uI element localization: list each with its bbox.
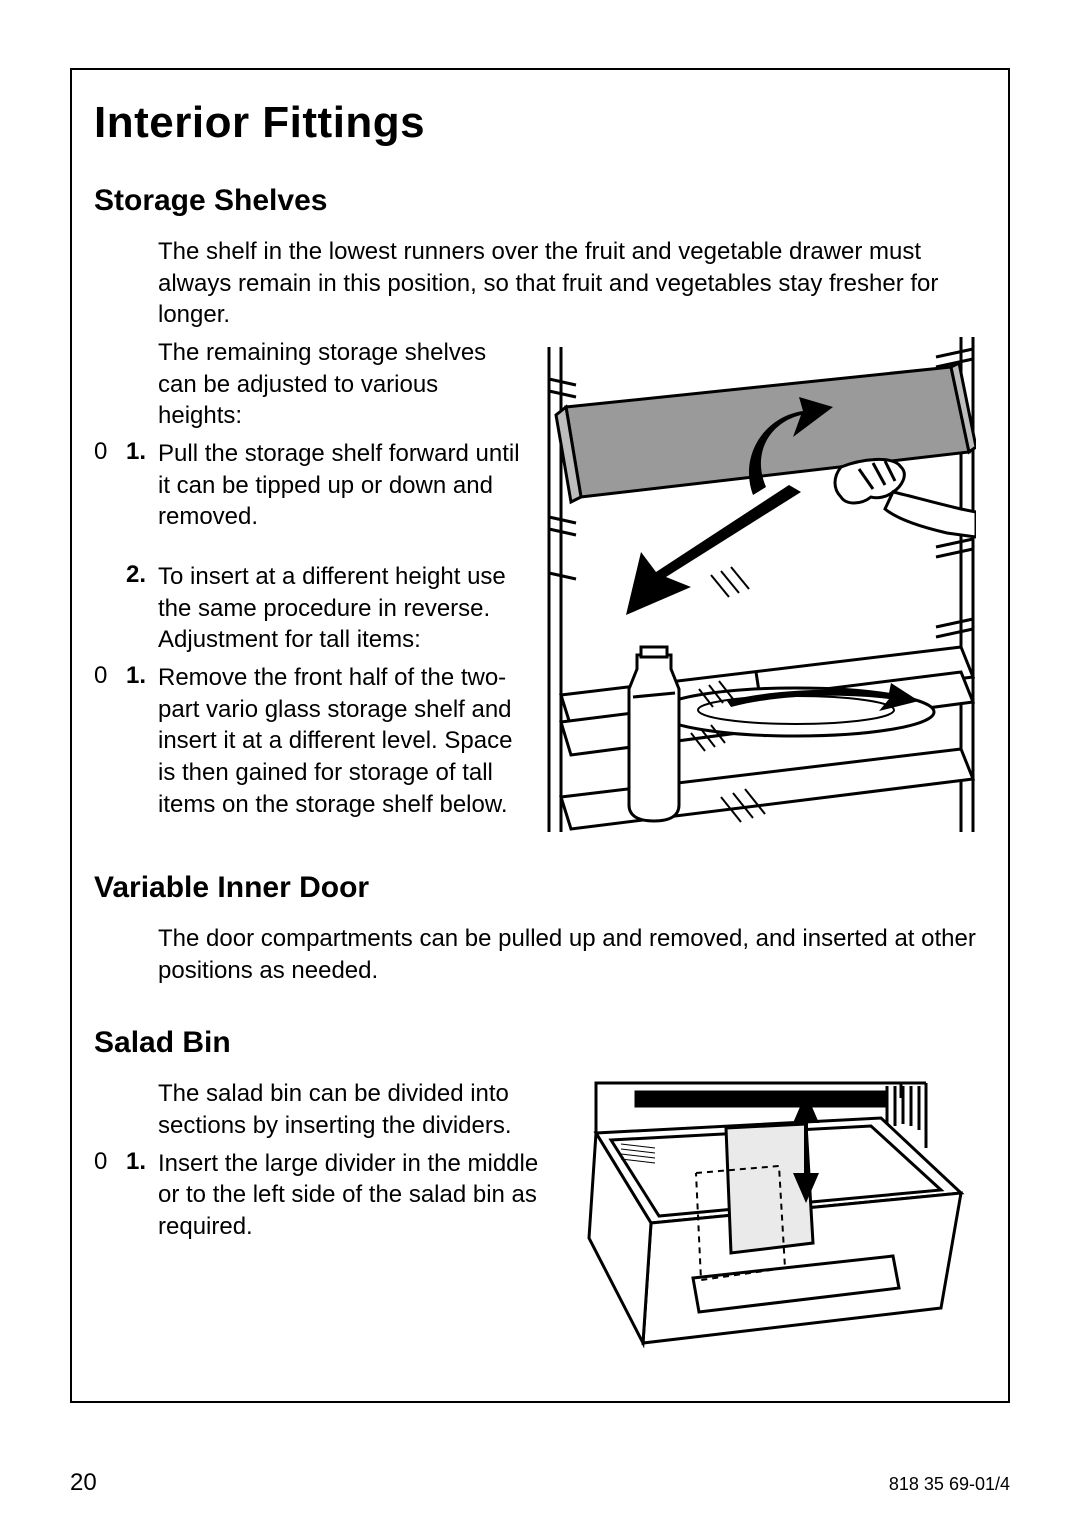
step-prefix: 0 xyxy=(94,662,126,690)
storage-step-2: 2. To insert at a different height use t… xyxy=(94,561,521,656)
salad-step-1: 0 1. Insert the large divider in the mid… xyxy=(94,1148,561,1243)
storage-shelves-figure xyxy=(541,337,976,837)
page-footer: 20 818 35 69-01/4 xyxy=(70,1469,1010,1497)
step-number: 1. xyxy=(126,1148,158,1176)
step-number: 1. xyxy=(126,662,158,690)
section-heading-salad-bin: Salad Bin xyxy=(94,1026,976,1060)
salad-intro: The salad bin can be divided into sectio… xyxy=(158,1078,561,1141)
storage-intro-1: The shelf in the lowest runners over the… xyxy=(158,236,976,331)
salad-bin-illustration-svg xyxy=(581,1078,976,1353)
content-frame: Interior Fittings Storage Shelves The sh… xyxy=(70,68,1010,1403)
storage-step-3: 0 1. Remove the front half of the two-pa… xyxy=(94,662,521,820)
page-number: 20 xyxy=(70,1469,97,1497)
step-number: 1. xyxy=(126,438,158,466)
step-text: Pull the storage shelf forward until it … xyxy=(158,438,521,533)
page-title: Interior Fittings xyxy=(94,98,976,148)
step-text: Remove the front half of the two-part va… xyxy=(158,662,521,820)
salad-two-column: The salad bin can be divided into sectio… xyxy=(94,1078,976,1358)
step-text: To insert at a different height use the … xyxy=(158,561,521,656)
step-prefix: 0 xyxy=(94,438,126,466)
section-heading-storage-shelves: Storage Shelves xyxy=(94,184,976,218)
storage-text-column: The remaining storage shelves can be adj… xyxy=(94,337,521,826)
shelves-illustration-svg xyxy=(541,337,976,832)
section-heading-variable-inner-door: Variable Inner Door xyxy=(94,871,976,905)
step-number: 2. xyxy=(126,561,158,589)
salad-text-column: The salad bin can be divided into sectio… xyxy=(94,1078,561,1248)
step-prefix: 0 xyxy=(94,1148,126,1176)
manual-page: Interior Fittings Storage Shelves The sh… xyxy=(0,0,1080,1529)
variable-inner-door-text: The door compartments can be pulled up a… xyxy=(158,923,976,986)
storage-step-1: 0 1. Pull the storage shelf forward unti… xyxy=(94,438,521,533)
document-code: 818 35 69-01/4 xyxy=(889,1474,1010,1495)
storage-intro-2: The remaining storage shelves can be adj… xyxy=(158,337,521,432)
salad-bin-figure xyxy=(581,1078,976,1358)
storage-two-column: The remaining storage shelves can be adj… xyxy=(94,337,976,837)
step-text: Insert the large divider in the middle o… xyxy=(158,1148,561,1243)
